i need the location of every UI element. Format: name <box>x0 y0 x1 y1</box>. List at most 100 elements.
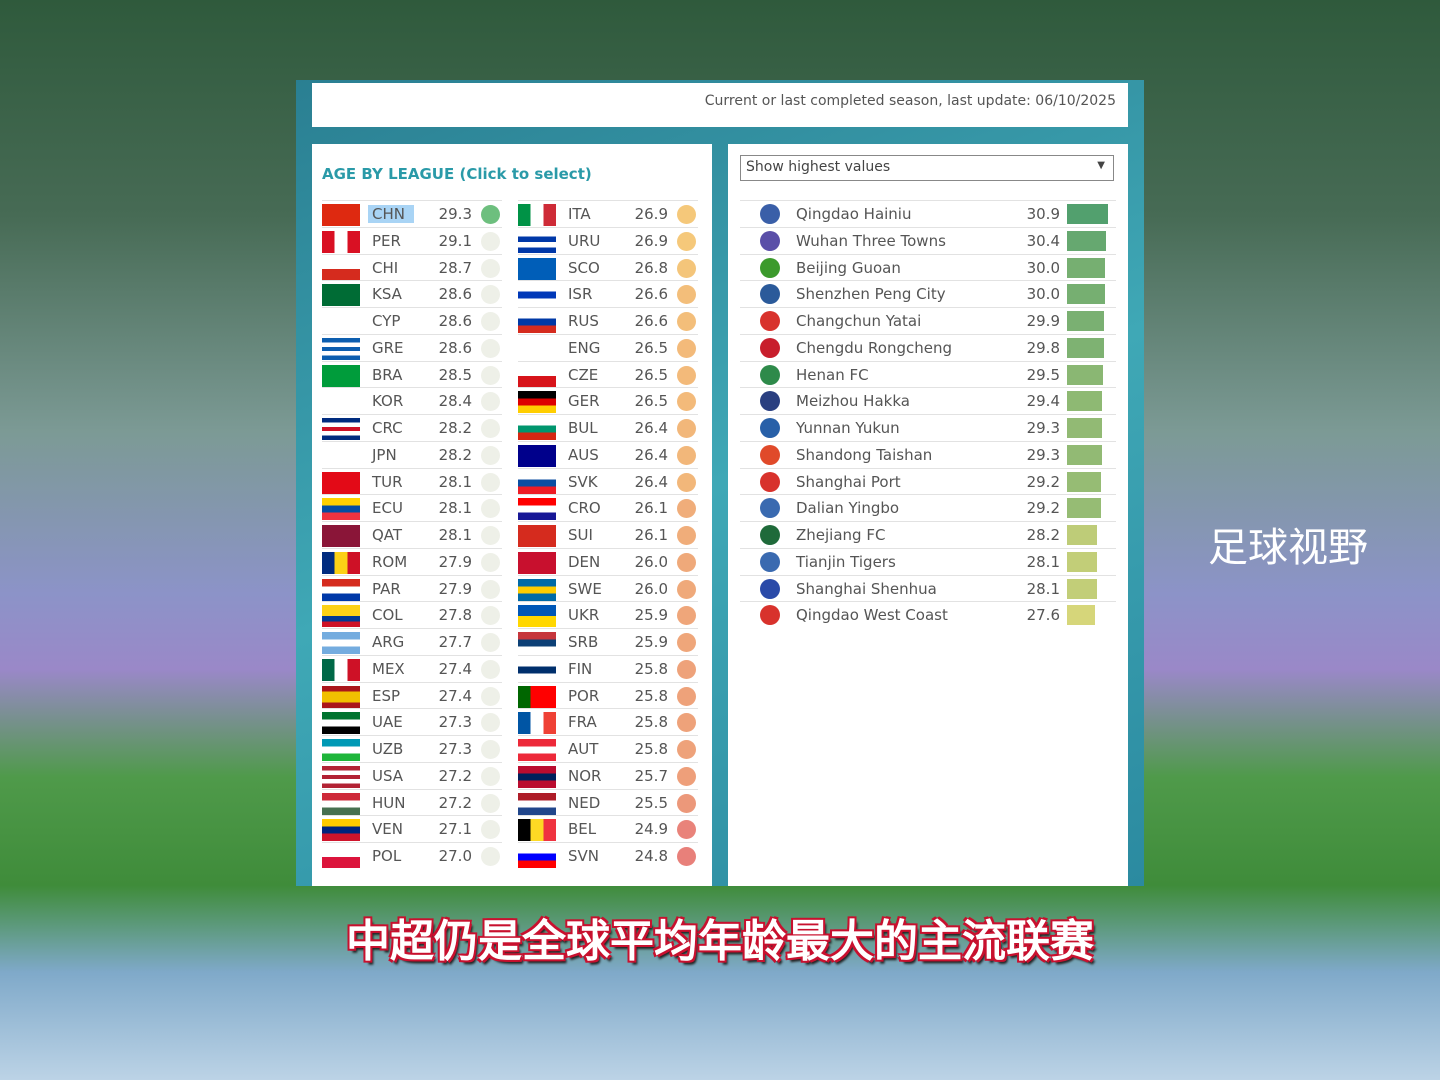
league-row[interactable]: QAT 28.1 <box>322 521 502 547</box>
league-row[interactable]: PAR 27.9 <box>322 574 502 601</box>
league-row[interactable]: URU 26.9 <box>518 226 698 253</box>
league-row[interactable]: AUS 26.4 <box>518 440 698 467</box>
age-indicator-dot <box>677 419 696 438</box>
team-row[interactable]: Tianjin Tigers 28.1 <box>740 547 1116 574</box>
team-row[interactable]: Shanghai Shenhua 28.1 <box>740 574 1116 601</box>
league-row[interactable]: ROM 27.9 <box>322 547 502 574</box>
team-row[interactable]: Qingdao West Coast 27.6 <box>740 601 1116 627</box>
team-row[interactable]: Beijing Guoan 30.0 <box>740 253 1116 280</box>
league-row[interactable]: SVN 24.8 <box>518 842 698 868</box>
league-row[interactable]: ISR 26.6 <box>518 280 698 307</box>
league-code: POR <box>568 686 600 705</box>
team-row[interactable]: Changchun Yatai 29.9 <box>740 307 1116 333</box>
league-row[interactable]: GRE 28.6 <box>322 333 502 360</box>
team-crest-icon <box>760 471 780 492</box>
league-row[interactable]: TUR 28.1 <box>322 467 502 494</box>
age-indicator-dot <box>481 659 500 679</box>
league-row[interactable]: CRO 26.1 <box>518 494 698 521</box>
league-row[interactable]: MEX 27.4 <box>322 654 502 681</box>
league-row[interactable]: CZE 26.5 <box>518 360 698 387</box>
league-row[interactable]: VEN 27.1 <box>322 815 502 842</box>
league-row[interactable]: SRB 25.9 <box>518 628 698 654</box>
team-crest-icon <box>760 257 780 278</box>
flag-svn-icon <box>518 846 556 868</box>
league-code: RUS <box>568 312 599 330</box>
flag-uae-icon <box>322 712 360 735</box>
league-row[interactable]: UKR 25.9 <box>518 601 698 628</box>
team-row[interactable]: Dalian Yingbo 29.2 <box>740 494 1116 520</box>
league-row[interactable]: ESP 27.4 <box>322 681 502 708</box>
league-row[interactable]: UAE 27.3 <box>322 708 502 735</box>
team-row[interactable]: Chengdu Rongcheng 29.8 <box>740 333 1116 360</box>
league-row[interactable]: DEN 26.0 <box>518 547 698 574</box>
league-row[interactable]: BUL 26.4 <box>518 414 698 440</box>
league-row[interactable]: NOR 25.7 <box>518 761 698 788</box>
flag-gre-icon <box>322 337 360 360</box>
age-bar <box>1067 364 1103 385</box>
league-row[interactable]: CHI 28.7 <box>322 253 502 280</box>
avg-age: 26.9 <box>634 231 668 250</box>
league-row[interactable]: KOR 28.4 <box>322 387 502 414</box>
team-crest-icon <box>760 204 780 224</box>
team-row[interactable]: Shanghai Port 29.2 <box>740 467 1116 494</box>
league-row[interactable]: UZB 27.3 <box>322 735 502 761</box>
age-bar <box>1067 204 1109 224</box>
league-row[interactable]: ECU 28.1 <box>322 494 502 521</box>
league-row[interactable]: RUS 26.6 <box>518 307 698 333</box>
league-row[interactable]: CRC 28.2 <box>322 414 502 440</box>
league-row[interactable]: AUT 25.8 <box>518 735 698 761</box>
age-indicator-dot <box>481 231 500 251</box>
avg-age: 26.1 <box>634 526 668 544</box>
league-row[interactable]: COL 27.8 <box>322 601 502 628</box>
league-code: ROM <box>372 552 408 571</box>
panel-title: AGE BY LEAGUE (Click to select) <box>322 165 592 183</box>
league-row[interactable]: SUI 26.1 <box>518 521 698 547</box>
age-indicator-dot <box>677 659 696 679</box>
league-row[interactable]: POR 25.8 <box>518 681 698 708</box>
league-code: JPN <box>372 445 397 464</box>
league-row[interactable]: HUN 27.2 <box>322 788 502 815</box>
update-note: Current or last completed season, last u… <box>704 93 1116 109</box>
league-row[interactable]: POL 27.0 <box>322 842 502 868</box>
sort-dropdown[interactable]: Show highest values ▼ <box>740 155 1114 181</box>
age-indicator-dot <box>481 499 500 519</box>
age-indicator-dot <box>677 258 696 278</box>
league-row[interactable]: KSA 28.6 <box>322 280 502 307</box>
avg-age: 28.6 <box>438 338 472 357</box>
flag-bra-icon <box>322 364 360 387</box>
team-row[interactable]: Zhejiang FC 28.2 <box>740 521 1116 547</box>
league-row[interactable]: ENG 26.5 <box>518 333 698 360</box>
league-row[interactable]: USA 27.2 <box>322 761 502 788</box>
league-row[interactable]: BRA 28.5 <box>322 360 502 387</box>
league-row[interactable]: FIN 25.8 <box>518 654 698 681</box>
league-row[interactable]: FRA 25.8 <box>518 708 698 735</box>
league-row[interactable]: BEL 24.9 <box>518 815 698 842</box>
league-row[interactable]: ARG 27.7 <box>322 628 502 654</box>
league-code: SWE <box>568 579 602 598</box>
league-row[interactable]: CYP 28.6 <box>322 307 502 333</box>
league-row[interactable]: GER 26.5 <box>518 387 698 414</box>
league-row[interactable]: SWE 26.0 <box>518 574 698 601</box>
league-row[interactable]: SCO 26.8 <box>518 253 698 280</box>
team-row[interactable]: Meizhou Hakka 29.4 <box>740 387 1116 413</box>
flag-aus-icon <box>518 444 556 467</box>
avg-age: 25.7 <box>634 766 668 785</box>
age-indicator-dot <box>677 445 696 465</box>
team-row[interactable]: Yunnan Yukun 29.3 <box>740 414 1116 440</box>
league-row[interactable]: JPN 28.2 <box>322 440 502 467</box>
flag-usa-icon <box>322 765 360 788</box>
league-row[interactable]: NED 25.5 <box>518 788 698 815</box>
league-row[interactable]: SVK 26.4 <box>518 467 698 494</box>
avg-age: 27.4 <box>438 686 472 705</box>
league-row[interactable]: PER 29.1 <box>322 226 502 253</box>
team-row[interactable]: Shandong Taishan 29.3 <box>740 440 1116 467</box>
team-row[interactable]: Henan FC 29.5 <box>740 360 1116 387</box>
team-row[interactable]: Wuhan Three Towns 30.4 <box>740 226 1116 253</box>
flag-ned-icon <box>518 792 556 815</box>
team-row[interactable]: Qingdao Hainiu 30.9 <box>740 200 1116 226</box>
league-row[interactable]: ITA 26.9 <box>518 200 698 226</box>
league-row[interactable]: CHN 29.3 <box>322 200 502 226</box>
age-indicator-dot <box>481 205 500 224</box>
team-row[interactable]: Shenzhen Peng City 30.0 <box>740 280 1116 306</box>
avg-age: 26.1 <box>634 499 668 518</box>
